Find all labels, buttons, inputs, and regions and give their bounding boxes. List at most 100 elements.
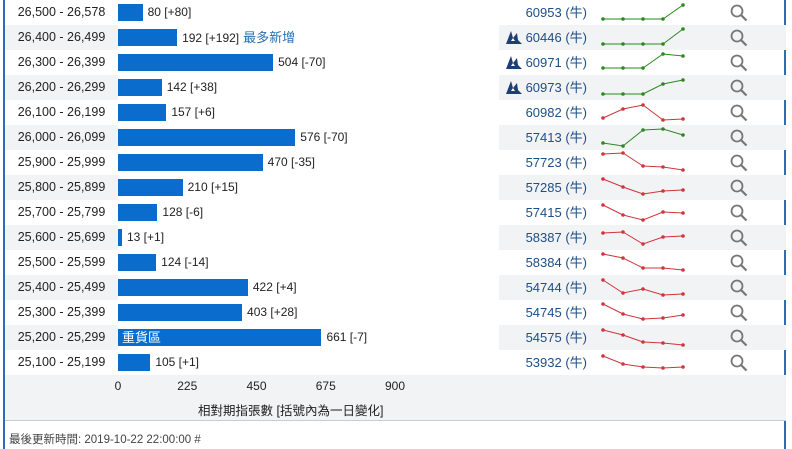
axis-tick-label: 675 — [315, 379, 336, 393]
warrant-code-link[interactable]: 60971 (牛) — [525, 55, 587, 70]
sparkline-point — [681, 27, 685, 31]
sparkline-point — [621, 230, 625, 234]
table-row: 26,000 - 26,099 576 [-70] 57413 (牛) — [5, 125, 786, 150]
sparkline-point — [661, 82, 665, 86]
sparkline-point — [681, 292, 685, 296]
bar — [118, 104, 167, 121]
sparkline-point — [621, 213, 625, 217]
table-row: 25,300 - 25,399 403 [+28] 54745 (牛) — [5, 300, 786, 325]
warrant-code-link[interactable]: 57285 (牛) — [525, 180, 587, 195]
bar — [118, 354, 151, 371]
search-icon[interactable] — [730, 229, 748, 247]
search-icon[interactable] — [730, 79, 748, 97]
price-range: 25,500 - 25,599 — [17, 255, 106, 269]
sparkline-point — [621, 291, 625, 295]
search-icon[interactable] — [730, 129, 748, 147]
bar-value-label: 157 [+6] — [171, 100, 215, 125]
sparkline-point — [601, 92, 605, 96]
search-icon[interactable] — [730, 204, 748, 222]
warrant-cell: 57285 (牛) — [499, 175, 786, 200]
issuer-logo-icon — [506, 56, 522, 69]
count-change: 403 [+28] — [247, 305, 298, 319]
warrant-code-link[interactable]: 60446 (牛) — [525, 30, 587, 45]
sparkline-point — [621, 151, 625, 155]
search-icon[interactable] — [730, 4, 748, 22]
search-icon[interactable] — [730, 254, 748, 272]
sparkline-point — [681, 133, 685, 137]
price-range: 25,200 - 25,299 — [5, 325, 118, 350]
count-change: 128 [-6] — [162, 205, 204, 219]
sparkline-point — [661, 235, 665, 239]
count-change: 576 [-70] — [300, 130, 348, 144]
sparkline — [601, 354, 685, 370]
warrant-code-link[interactable]: 57413 (牛) — [525, 130, 587, 145]
search-icon[interactable] — [730, 354, 748, 372]
warrant-cell: 54744 (牛) — [499, 275, 786, 300]
warrant-code-link[interactable]: 58387 (牛) — [525, 230, 587, 245]
sparkline — [601, 151, 685, 172]
sparkline-point — [601, 252, 605, 256]
search-icon[interactable] — [730, 179, 748, 197]
sparkline-point — [601, 302, 605, 306]
price-range: 26,100 - 26,199 — [17, 105, 106, 119]
search-icon[interactable] — [730, 104, 748, 122]
sparkline — [601, 27, 685, 46]
warrant-code-link[interactable]: 60982 (牛) — [525, 105, 587, 120]
warrant-code-link[interactable]: 57415 (牛) — [525, 205, 587, 220]
sparkline-point — [681, 268, 685, 272]
sparkline-point — [641, 218, 645, 222]
warrant-code-link[interactable]: 60953 (牛) — [525, 5, 587, 20]
sparkline-point — [681, 188, 685, 192]
sparkline-point — [621, 312, 625, 316]
bar — [118, 4, 143, 21]
warrant-cell: 60953 (牛) — [499, 0, 786, 25]
price-range: 25,300 - 25,399 — [17, 305, 106, 319]
table-row: 26,200 - 26,299 142 [+38] 60973 (牛) — [5, 75, 786, 100]
sparkline-line — [602, 303, 684, 320]
warrant-code-link[interactable]: 54575 (牛) — [525, 330, 587, 345]
search-icon[interactable] — [730, 304, 748, 322]
sparkline-point — [641, 42, 645, 46]
warrant-code-link[interactable]: 60973 (牛) — [525, 80, 587, 95]
warrant-cell: 54575 (牛) — [499, 325, 786, 350]
warrant-cell: 54745 (牛) — [499, 300, 786, 325]
sparkline-point — [621, 17, 625, 21]
search-icon[interactable] — [730, 29, 748, 47]
axis-tick-label: 225 — [177, 379, 198, 393]
bar — [118, 204, 158, 221]
warrant-code-link[interactable]: 53932 (牛) — [525, 355, 587, 370]
sparkline — [601, 52, 685, 70]
sparkline — [601, 103, 685, 122]
search-icon[interactable] — [730, 54, 748, 72]
sparkline-point — [601, 354, 605, 358]
warrant-code-link[interactable]: 54745 (牛) — [525, 305, 587, 320]
search-icon[interactable] — [730, 154, 748, 172]
price-range: 25,800 - 25,899 — [5, 175, 118, 200]
bar: 重貨區 — [118, 329, 322, 346]
count-change: 504 [-70] — [278, 55, 326, 69]
warrant-code-link[interactable]: 54744 (牛) — [525, 280, 587, 295]
sparkline-point — [661, 118, 665, 122]
bar-value-label: 13 [+1] — [127, 225, 164, 250]
price-range: 25,600 - 25,699 — [5, 225, 118, 250]
warrant-cell: 57415 (牛) — [499, 200, 786, 225]
search-icon[interactable] — [730, 329, 748, 347]
sparkline-point — [661, 52, 665, 56]
count-change: 661 [-7] — [326, 330, 368, 344]
table-row: 25,800 - 25,899 210 [+15] 57285 (牛) — [5, 175, 786, 200]
price-range: 26,000 - 26,099 — [5, 125, 118, 150]
price-range: 25,900 - 25,999 — [17, 155, 106, 169]
sparkline-point — [681, 313, 685, 317]
sparkline — [601, 3, 685, 21]
sparkline-point — [601, 152, 605, 156]
bar-value-label: 422 [+4] — [253, 275, 297, 300]
table-row: 25,200 - 25,299 重貨區 661 [-7] 54575 (牛) — [5, 325, 786, 350]
count-change: 157 [+6] — [171, 105, 216, 119]
sparkline-line — [603, 79, 684, 95]
warrant-code-link[interactable]: 57723 (牛) — [525, 155, 587, 170]
bar — [118, 279, 248, 296]
sparkline — [601, 78, 685, 96]
price-range: 25,400 - 25,499 — [5, 275, 118, 300]
search-icon[interactable] — [730, 279, 748, 297]
warrant-code-link[interactable]: 58384 (牛) — [525, 255, 587, 270]
